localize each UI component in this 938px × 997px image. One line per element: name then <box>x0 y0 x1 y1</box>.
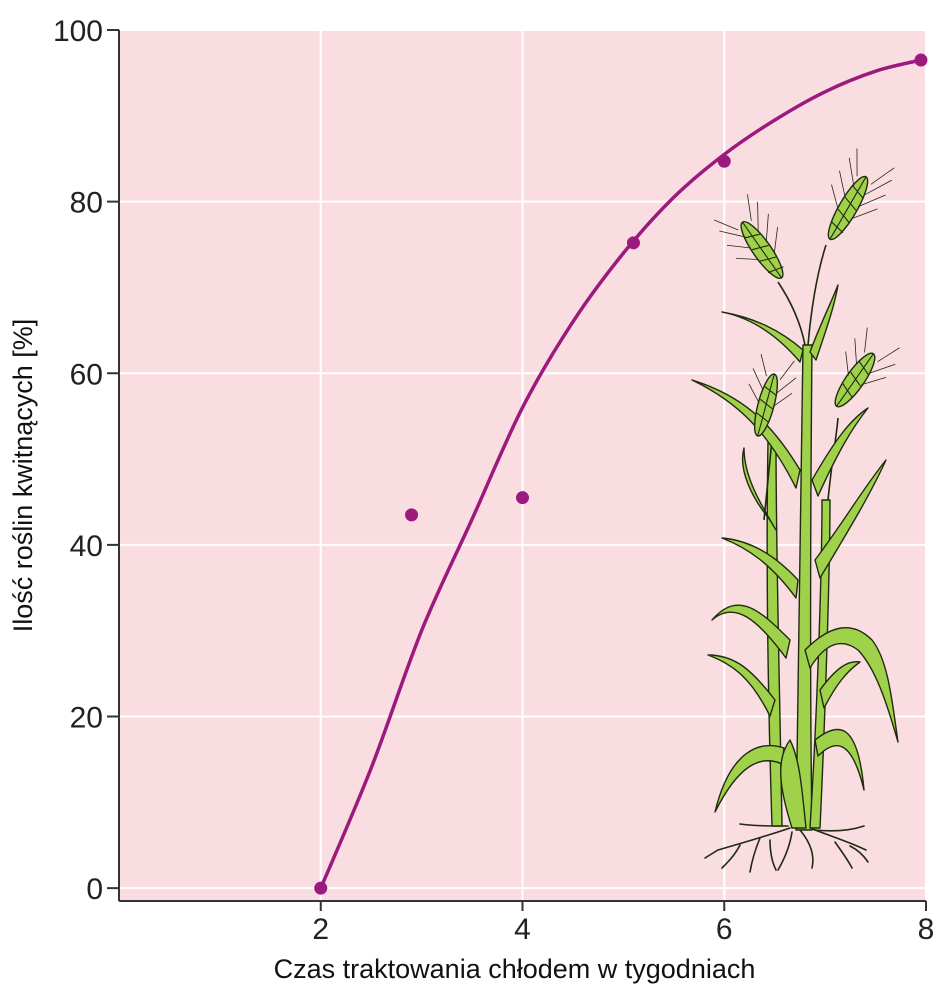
y-tick-labels: 0 20 40 60 80 100 <box>53 15 103 906</box>
x-axis-title: Czas traktowania chłodem w tygodniach <box>274 954 756 984</box>
y-tick-label: 20 <box>70 702 103 735</box>
data-point <box>405 508 419 522</box>
x-tick-label: 4 <box>514 913 531 946</box>
plant-roots <box>704 823 869 873</box>
x-tick-label: 2 <box>312 913 329 946</box>
fitted-curve <box>319 58 923 890</box>
y-tick-label: 40 <box>70 530 103 563</box>
data-point <box>626 236 640 250</box>
ear-stalks <box>763 244 839 521</box>
data-point <box>914 53 928 67</box>
x-tick-labels: 2 4 6 8 <box>312 913 934 946</box>
data-point <box>717 154 731 168</box>
y-tick-label: 100 <box>53 15 103 48</box>
y-tick-label: 60 <box>70 358 103 391</box>
x-tick-label: 6 <box>716 913 733 946</box>
grid-lines <box>119 29 927 901</box>
y-tick-label: 80 <box>70 187 103 220</box>
data-point <box>516 491 529 505</box>
x-tick-label: 8 <box>918 913 935 946</box>
axes <box>107 29 927 911</box>
wheat-plant-illustration <box>691 148 900 873</box>
plant-leaves <box>691 284 899 829</box>
data-point <box>314 881 328 895</box>
y-tick-label: 0 <box>86 873 103 906</box>
y-axis-title: Ilość roślin kwitnących [%] <box>8 319 38 633</box>
wheat-ears <box>713 148 900 437</box>
data-points <box>314 53 928 895</box>
